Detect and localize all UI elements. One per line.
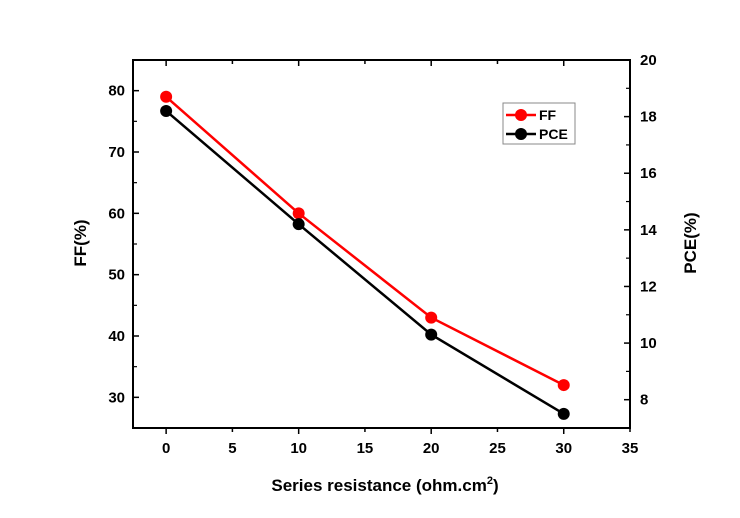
legend-marker [515,128,527,140]
y-right-label: PCE(%) [681,212,700,273]
y-left-tick-label: 50 [108,267,125,284]
legend-label: PCE [539,126,568,142]
data-point-pce [292,218,305,231]
y-left-tick-label: 80 [108,83,125,100]
x-tick-label: 35 [622,440,639,457]
x-tick-label: 20 [423,440,440,457]
y-right-tick-label: 16 [640,165,657,182]
data-point-ff [292,207,305,220]
axes: 0 5 10 15 20 25 30 35 30 40 50 60 70 80 8 10 12 14 16 18 20 [108,52,657,457]
marks [160,90,570,420]
x-tick-label: 30 [555,440,572,457]
y-right-tick-label: 14 [640,222,657,239]
y-right-tick-label: 10 [640,335,657,352]
data-point-pce [557,407,570,420]
x-tick-label: 10 [290,440,307,457]
y-right-tick-label: 18 [640,109,657,126]
data-point-ff [160,90,173,103]
data-point-pce [160,104,173,117]
y-right-tick-label: 20 [640,52,657,69]
y-left-tick-label: 70 [108,144,125,161]
data-point-pce [425,328,438,341]
series-line-ff [165,95,565,387]
data-point-ff [425,311,438,324]
x-tick-label: 25 [489,440,506,457]
y-left-label: FF(%) [71,219,90,266]
series-line-pce [165,110,565,415]
data-point-ff [557,379,570,392]
y-left-tick-label: 60 [108,205,125,222]
x-tick-label: 0 [162,440,170,457]
x-tick-label: 15 [357,440,374,457]
x-axis-label: Series resistance (ohm.cm2) [271,475,498,495]
y-left-tick-label: 30 [108,389,125,406]
y-right-tick-label: 12 [640,278,657,295]
legend: FF PCE [502,102,576,145]
legend-label: FF [539,107,557,123]
y-left-tick-label: 40 [108,328,125,345]
x-tick-label: 5 [228,440,236,457]
legend-marker [515,109,527,121]
legend-box [502,102,576,145]
y-right-tick-label: 8 [640,392,648,409]
